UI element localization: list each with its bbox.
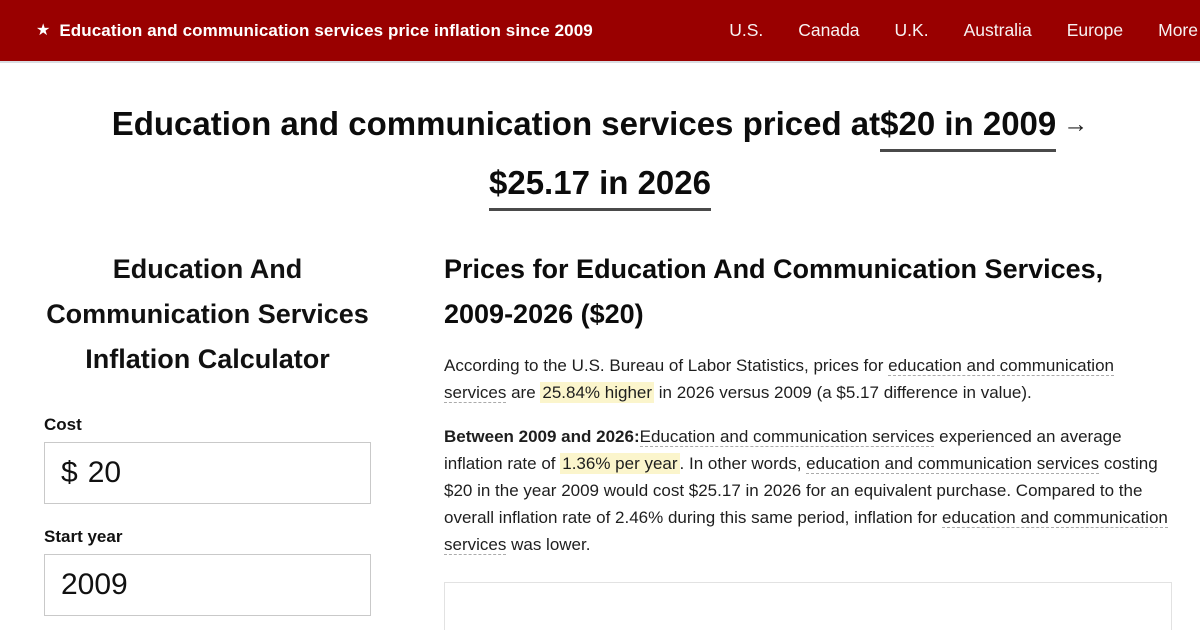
calculator-title: Education And Communication Services Inf… [46, 254, 369, 374]
cost-label: Cost [44, 415, 82, 434]
article: Prices for Education And Communication S… [444, 211, 1172, 630]
text-segment: was lower. [506, 535, 591, 554]
highlight-percent-higher: 25.84% higher [540, 382, 655, 403]
services-link[interactable]: education and communication services [444, 356, 1114, 403]
cost-input-box: $ [44, 442, 474, 504]
services-link[interactable]: education and communication services [806, 454, 1100, 474]
article-heading: Prices for Education And Communication S… [444, 254, 1104, 329]
top-nav: U.S. Canada U.K. Australia Europe More [694, 20, 1198, 41]
arrow-right-icon: → [1063, 110, 1089, 138]
content-columns: Education And Communication Services Inf… [0, 211, 1200, 630]
services-link[interactable]: Education and communication services [639, 427, 935, 447]
text-segment: experienced an average inflation rate of [444, 427, 1122, 473]
hero-from-value: $20 in 2009 [880, 105, 1057, 152]
hero-to-value: $25.17 in 2026 [488, 164, 711, 211]
bold-range: Between 2009 and 2026: [444, 427, 640, 446]
inflation-chart-container: Price Inflation for Education and commun… [444, 582, 1172, 630]
nav-item-uk[interactable]: U.K. [894, 20, 929, 40]
nav-item-australia[interactable]: Australia [963, 20, 1032, 40]
paragraph-detail: Between 2009 and 2026:Education and comm… [444, 423, 1172, 558]
text-segment: . In other words, [679, 454, 807, 473]
page-title: Education and communication services pri… [28, 96, 1172, 211]
services-link[interactable]: education and communication services [444, 508, 1168, 555]
start-year-input-box [44, 554, 447, 616]
highlight-rate-per-year: 1.36% per year [560, 453, 680, 474]
header-title: Education and communication services pri… [59, 20, 593, 40]
paragraph-summary: According to the U.S. Bureau of Labor St… [444, 352, 1172, 406]
text-segment: are [506, 383, 541, 402]
hero-prefix: Education and communication services pri… [111, 105, 881, 142]
text-segment: According to the U.S. Bureau of Labor St… [444, 356, 889, 375]
start-year-label: Start year [44, 527, 123, 546]
text-segment: in 2026 versus 2009 (a $5.17 difference … [654, 383, 1032, 402]
cost-input[interactable] [87, 456, 474, 490]
nav-item-us[interactable]: U.S. [729, 20, 764, 40]
calculator-panel: Education And Communication Services Inf… [44, 211, 474, 630]
header-brand: ★ Education and communication services p… [36, 21, 593, 41]
start-year-input[interactable] [61, 568, 447, 602]
text-segment: costing $20 in the year 2009 would cost … [444, 454, 1158, 527]
start-year-field-group: Start year [44, 527, 447, 616]
dollar-prefix: $ [61, 456, 78, 489]
nav-item-canada[interactable]: Canada [798, 20, 860, 40]
star-icon: ★ [36, 21, 51, 39]
cost-field-group: Cost $ [44, 415, 474, 504]
nav-item-europe[interactable]: Europe [1066, 20, 1124, 40]
top-header: ★ Education and communication services p… [0, 0, 1200, 63]
nav-item-more[interactable]: More [1158, 20, 1198, 40]
